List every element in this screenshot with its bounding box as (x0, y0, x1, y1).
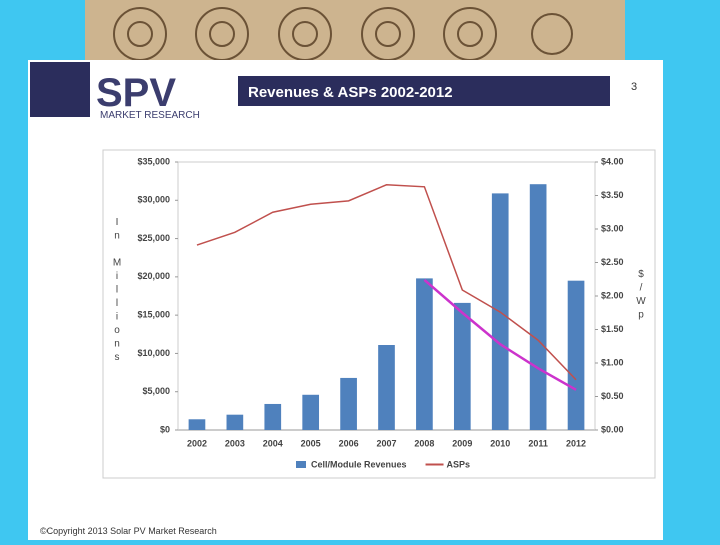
legend-label: ASPs (447, 459, 471, 469)
bar (188, 419, 206, 430)
y2-tick-label: $4.00 (601, 156, 624, 166)
legend-swatch (296, 461, 306, 468)
x-tick-label: 2002 (187, 438, 207, 448)
y2-tick-label: $1.00 (601, 357, 624, 367)
bar (302, 394, 320, 430)
y2-tick-label: $3.00 (601, 223, 624, 233)
x-tick-label: 2008 (414, 438, 434, 448)
x-tick-label: 2007 (376, 438, 396, 448)
bar (529, 184, 547, 430)
y-tick-label: $35,000 (137, 156, 170, 166)
x-tick-label: 2003 (225, 438, 245, 448)
y2-tick-label: $1.50 (601, 324, 624, 334)
x-tick-label: 2006 (339, 438, 359, 448)
logo-sub: MARKET RESEARCH (100, 110, 200, 121)
chart: $0 $5,000 $10,000 $15,000 $20,000 $25,000 $30,… (113, 156, 646, 469)
y-tick-label: $25,000 (137, 233, 170, 243)
x-tick-label: 2009 (452, 438, 472, 448)
decorative-banner (85, 0, 625, 62)
y2-tick-label: $0.50 (601, 391, 624, 401)
x-tick-label: 2010 (490, 438, 510, 448)
y-tick-label: $0 (160, 424, 170, 434)
page-number: 3 (631, 81, 637, 93)
y-tick-label: $30,000 (137, 195, 170, 205)
y2-tick-label: $0.00 (601, 424, 624, 434)
banner-ornaments (113, 7, 573, 61)
trend-line (423, 278, 577, 391)
legend-label: Cell/Module Revenues (311, 459, 407, 469)
y-tick-label: $5,000 (142, 386, 170, 396)
bar (567, 280, 585, 430)
bar (226, 414, 244, 430)
x-tick-label: 2012 (566, 438, 586, 448)
bar (340, 377, 357, 430)
x-tick-label: 2004 (263, 438, 283, 448)
x-tick-label: 2011 (528, 438, 548, 448)
y2-tick-label: $2.00 (601, 290, 624, 300)
bar (264, 403, 282, 430)
footer: ©Copyright 2013 Solar PV Market Research (40, 526, 217, 536)
bar (378, 345, 395, 430)
y-tick-label: $20,000 (137, 271, 170, 281)
logo: SPV (96, 71, 176, 115)
y-tick-label: $15,000 (137, 310, 170, 320)
logo-square (30, 62, 90, 117)
asp-line (196, 184, 577, 381)
x-tick-label: 2005 (301, 438, 321, 448)
y-tick-label: $10,000 (137, 348, 170, 358)
y2-tick-label: $3.50 (601, 190, 624, 200)
y2-tick-label: $2.50 (601, 257, 624, 267)
chart-title: Revenues & ASPs 2002-2012 (248, 84, 453, 101)
bar (453, 302, 471, 430)
title-bar (238, 76, 610, 106)
bar (416, 278, 433, 430)
